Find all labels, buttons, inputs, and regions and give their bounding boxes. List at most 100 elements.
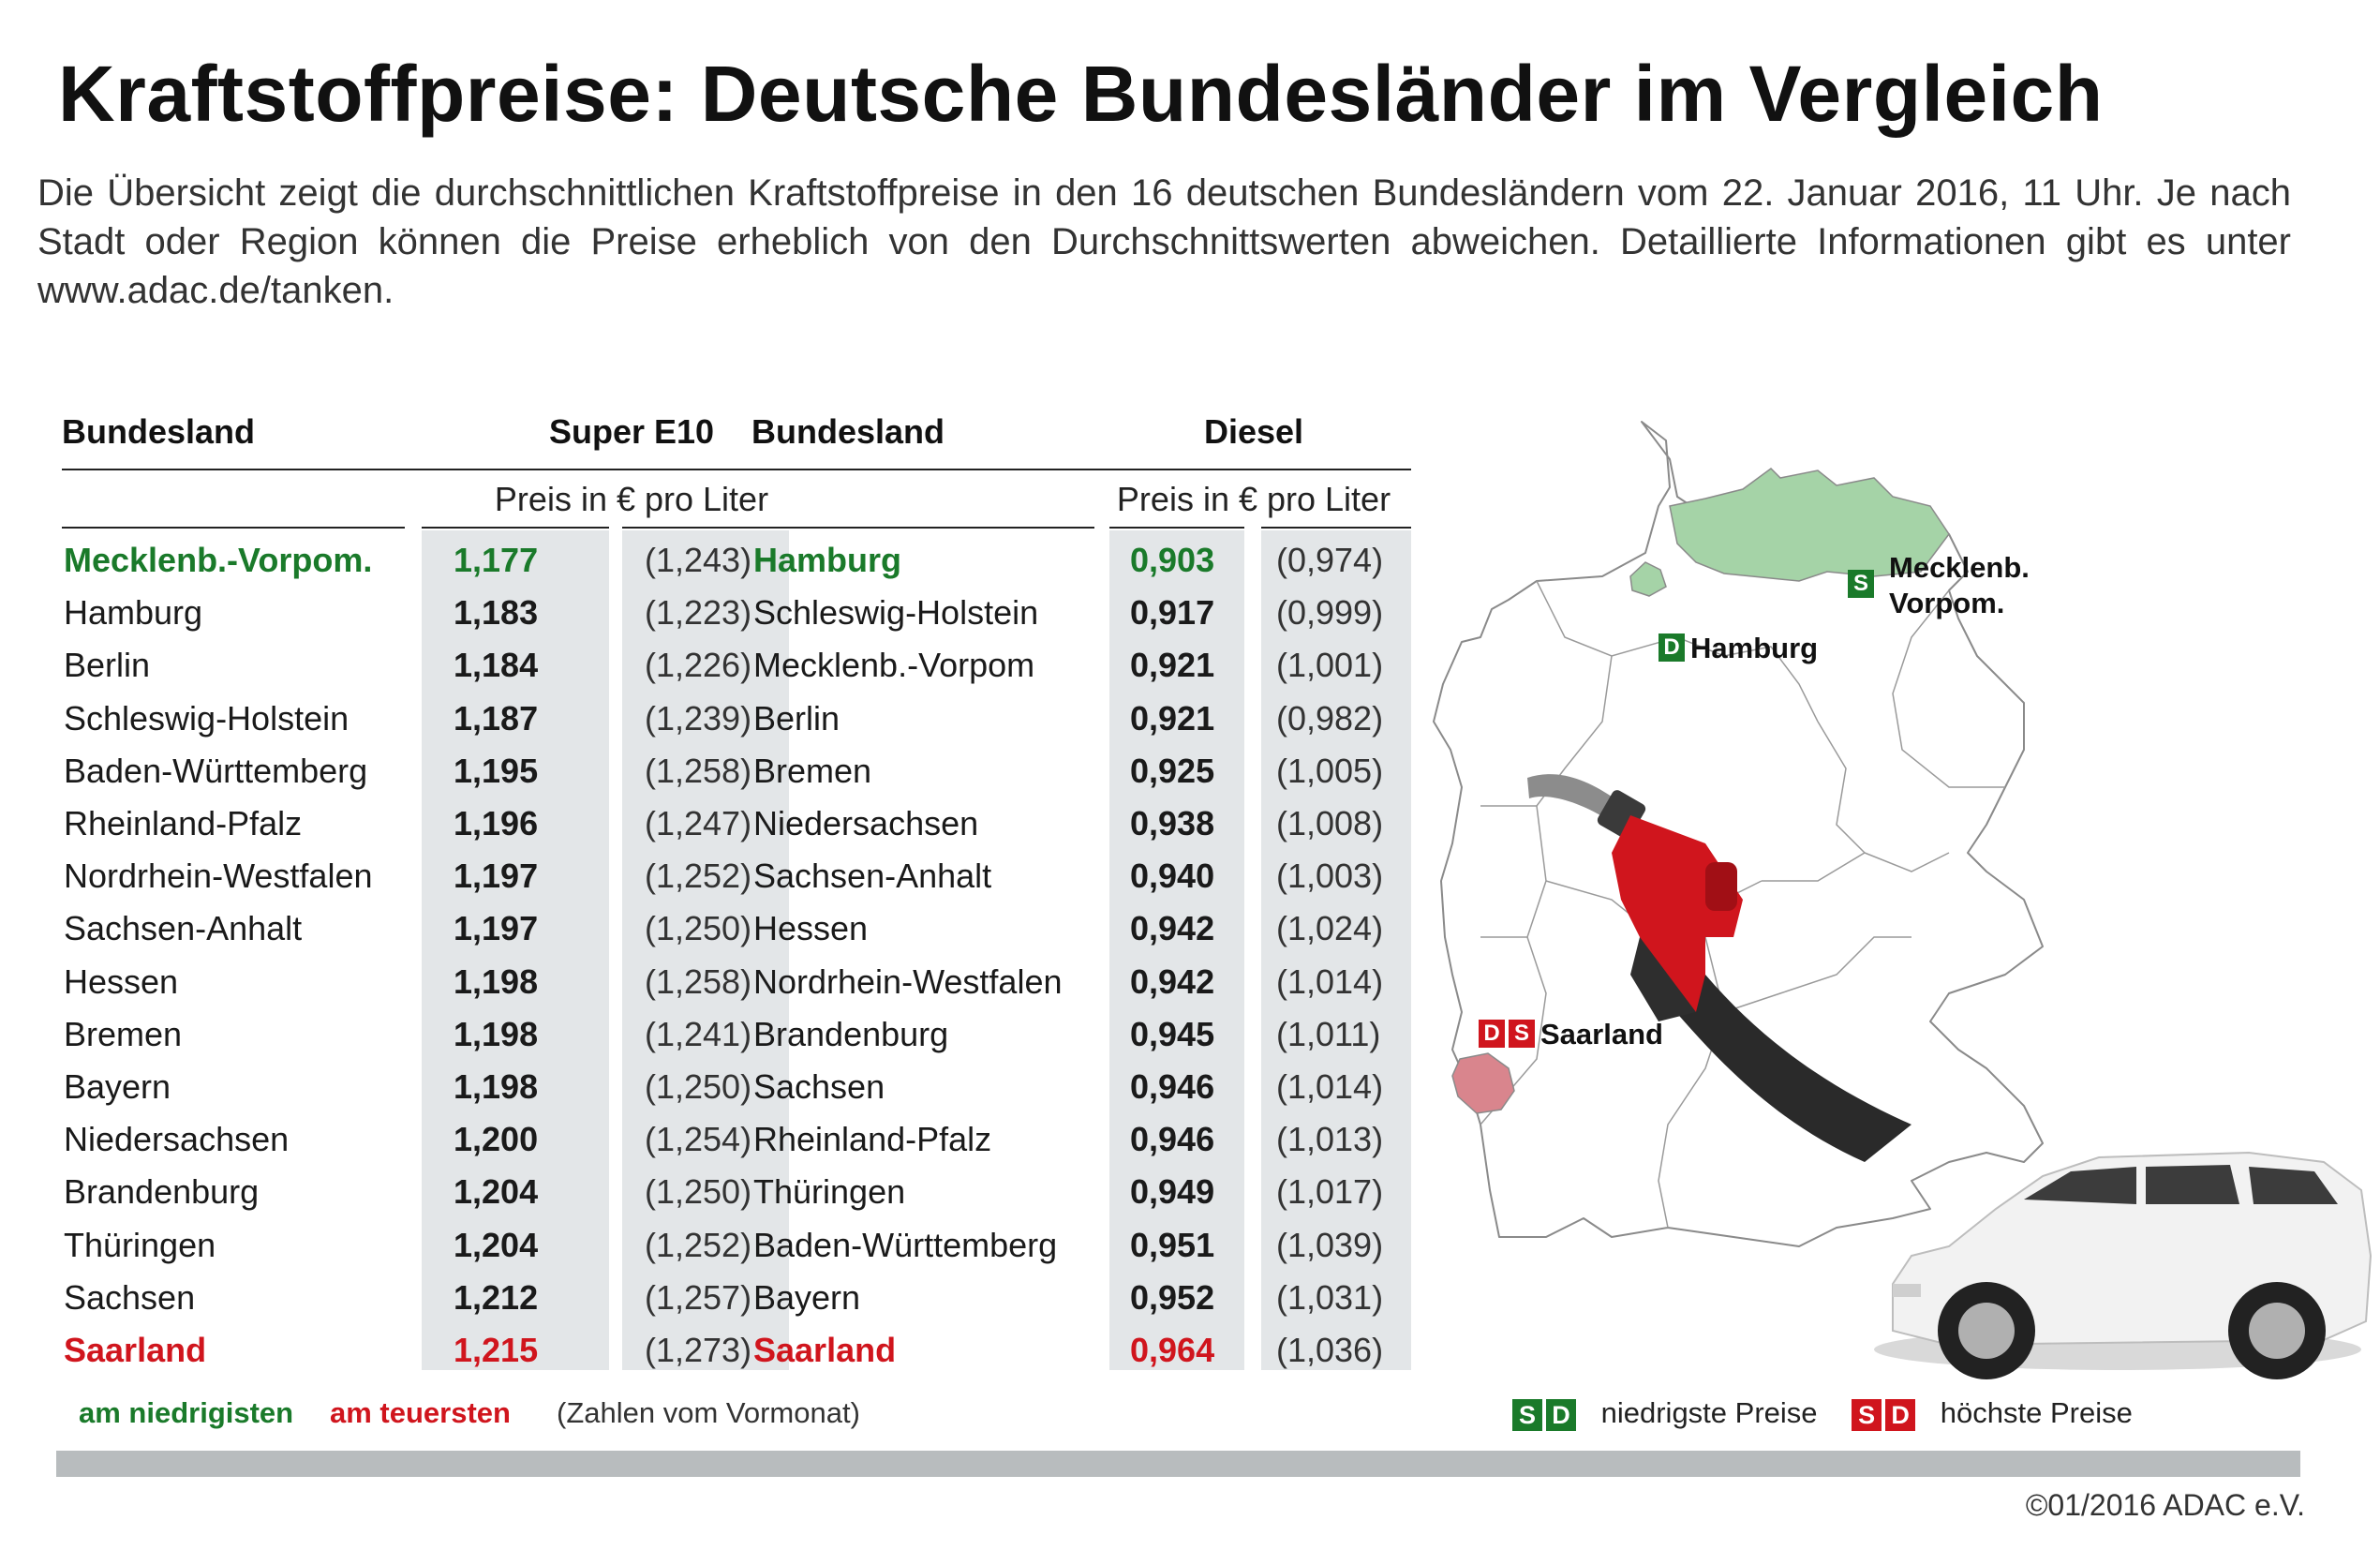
nozzle-grip	[1630, 937, 1696, 1021]
price-value: 0,940	[1130, 857, 1215, 896]
prev-column-shade	[1261, 530, 1411, 1370]
badge-s-saarland-label: S	[1513, 1021, 1529, 1046]
price-value: 0,903	[1130, 541, 1215, 579]
price-value: 1,197	[454, 857, 539, 896]
price-value: 1,183	[454, 593, 539, 633]
state-name: Brandenburg	[753, 1014, 949, 1053]
germany-outline	[1433, 421, 2044, 1247]
previous-month-value: (1,239)	[645, 698, 752, 738]
state-name: Bayern	[64, 1067, 171, 1106]
label-mecklenburg-line1: Mecklenb.	[1889, 551, 2030, 584]
state-name: Schleswig-Holstein	[64, 698, 350, 738]
state-name: Berlin	[64, 646, 151, 685]
previous-month-value: (1,008)	[1276, 804, 1384, 842]
table-row: Thüringen 0,949 (1,017)	[751, 1166, 1482, 1218]
price-value: 0,949	[1130, 1172, 1215, 1212]
table-row: Hamburg 0,903 (0,974)	[751, 534, 1482, 587]
state-name: Thüringen	[753, 1172, 906, 1212]
price-value: 1,187	[454, 698, 539, 738]
price-value: 0,921	[1130, 698, 1215, 738]
price-value: 1,198	[454, 1014, 539, 1053]
price-value: 0,952	[1130, 1277, 1215, 1317]
page-title: Kraftstoffpreise: Deutsche Bundesländer …	[58, 50, 2104, 138]
legend-note: (Zahlen vom Vormonat)	[557, 1396, 860, 1429]
price-value: 0,945	[1130, 1014, 1215, 1053]
previous-month-value: (1,014)	[1276, 961, 1384, 1001]
previous-month-value: (1,011)	[1276, 1014, 1381, 1053]
subheader-rule	[1261, 527, 1411, 529]
table-row: Rheinland-Pfalz 1,196 (1,247)	[62, 797, 793, 850]
price-value: 1,198	[454, 961, 539, 1001]
legend-highest: am teuersten	[330, 1396, 511, 1429]
table-row: Baden-Württemberg 0,951 (1,039)	[751, 1219, 1482, 1272]
previous-month-value: (1,254)	[645, 1120, 752, 1159]
column-header-bundesland: Bundesland	[62, 412, 256, 451]
state-name: Bremen	[64, 1014, 183, 1053]
state-name: Rheinland-Pfalz	[64, 804, 303, 842]
state-name: Hamburg	[753, 541, 902, 579]
price-value: 0,964	[1130, 1331, 1215, 1369]
table-row: Rheinland-Pfalz 0,946 (1,013)	[751, 1113, 1482, 1166]
price-value: 1,204	[454, 1225, 539, 1264]
badge-ds-saarland	[1479, 1020, 1535, 1048]
table-row: Niedersachsen 1,200 (1,254)	[62, 1113, 793, 1166]
table-row: Nordrhein-Westfalen 1,197 (1,252)	[62, 850, 793, 902]
table-row: Bayern 0,952 (1,031)	[751, 1272, 1482, 1324]
state-name: Sachsen	[753, 1067, 885, 1106]
subheader-rule	[422, 527, 609, 529]
price-value: 1,184	[454, 646, 539, 685]
previous-month-value: (1,258)	[645, 961, 752, 1001]
state-name: Saarland	[64, 1331, 207, 1369]
legend-badge-d-green: D	[1546, 1398, 1576, 1431]
region-saarland	[1451, 1052, 1515, 1114]
previous-month-value: (1,223)	[645, 593, 752, 633]
price-value: 1,196	[454, 804, 539, 842]
table-row: Niedersachsen 0,938 (1,008)	[751, 797, 1482, 850]
state-name: Baden-Württemberg	[753, 1225, 1058, 1264]
prev-column-shade	[622, 530, 789, 1370]
state-name: Sachsen-Anhalt	[753, 857, 992, 896]
subheader-rule	[622, 527, 789, 529]
previous-month-value: (1,013)	[1276, 1120, 1384, 1159]
nozzle-knob	[1705, 862, 1737, 911]
state-name: Niedersachsen	[753, 804, 979, 842]
state-name: Sachsen-Anhalt	[64, 909, 303, 948]
copyright: ©01/2016 ADAC e.V.	[2025, 1488, 2305, 1522]
header-rule	[62, 469, 789, 470]
state-name: Saarland	[753, 1331, 897, 1369]
legend-highest-prices: höchste Preise	[1940, 1396, 2133, 1429]
table-row: Saarland 0,964 (1,036)	[751, 1324, 1482, 1377]
price-value: 0,951	[1130, 1225, 1215, 1264]
table-row: Bremen 1,198 (1,241)	[62, 1008, 793, 1061]
legend-lowest-prices: niedrigste Preise	[1600, 1396, 1818, 1429]
column-header-diesel: Diesel	[1203, 412, 1304, 451]
germany-map-outline	[1433, 421, 2373, 1379]
previous-month-value: (1,226)	[645, 646, 752, 685]
state-name: Rheinland-Pfalz	[753, 1120, 992, 1159]
price-value: 0,921	[1130, 646, 1215, 685]
price-value: 0,942	[1130, 961, 1215, 1001]
state-name: Hessen	[753, 909, 869, 948]
price-value: 1,197	[454, 909, 539, 948]
legend-badge-d-red: D	[1885, 1398, 1916, 1431]
previous-month-value: (1,258)	[645, 751, 752, 790]
previous-month-value: (1,250)	[645, 1067, 752, 1106]
price-column-shade	[1109, 530, 1244, 1370]
previous-month-value: (1,241)	[645, 1014, 752, 1053]
table-row: Mecklenb.-Vorpom 0,921 (1,001)	[751, 639, 1482, 692]
table-row: Hamburg 1,183 (1,223)	[62, 587, 793, 639]
table-row: Nordrhein-Westfalen 0,942 (1,014)	[751, 956, 1482, 1008]
state-name: Sachsen	[64, 1277, 196, 1317]
table-row: Baden-Württemberg 1,195 (1,258)	[62, 745, 793, 797]
legend-badge-s-green: S	[1512, 1398, 1542, 1431]
state-name: Bremen	[753, 751, 872, 790]
previous-month-value: (0,999)	[1276, 593, 1384, 633]
price-value: 0,942	[1130, 909, 1215, 948]
state-name: Nordrhein-Westfalen	[64, 857, 373, 896]
germany-map: S Mecklenb. Vorpom. D Hamburg D S Saarla…	[1424, 412, 2380, 1406]
legend-lowest: am niedrigisten	[79, 1396, 294, 1429]
previous-month-value: (1,243)	[645, 541, 752, 579]
table-row: Sachsen 1,212 (1,257)	[62, 1272, 793, 1324]
state-name: Brandenburg	[64, 1172, 260, 1212]
